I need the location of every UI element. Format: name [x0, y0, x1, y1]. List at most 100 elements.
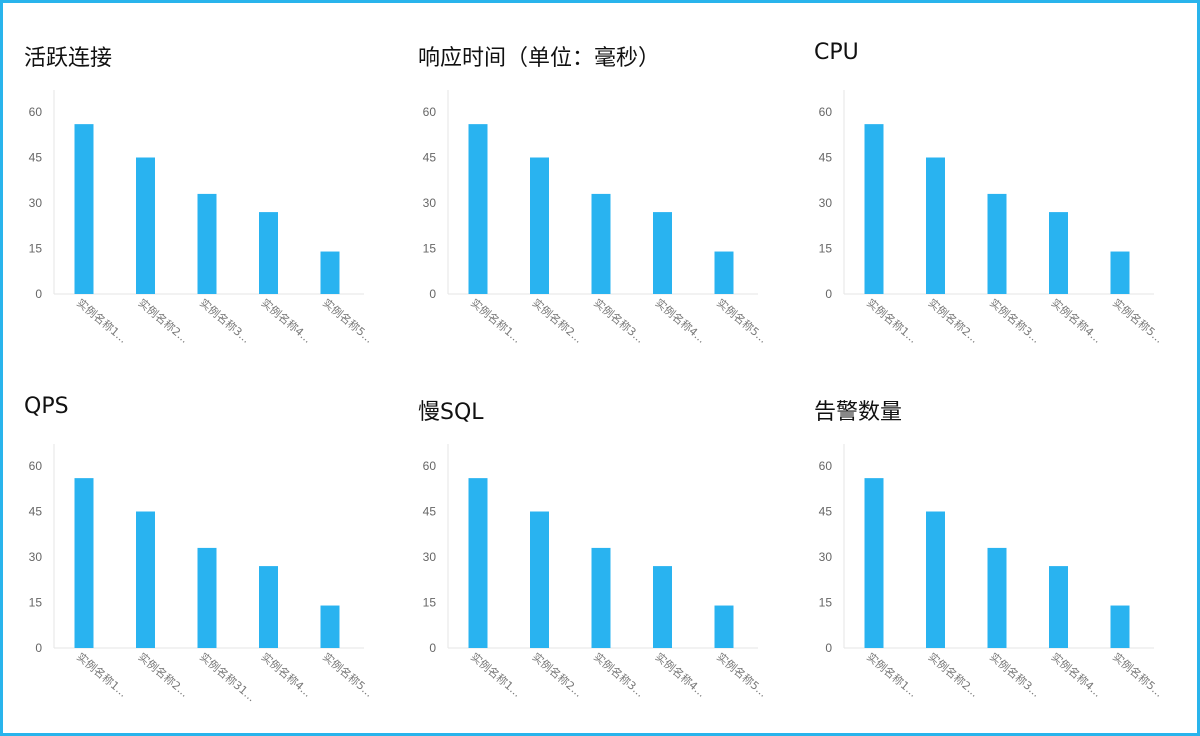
- y-tick-label: 30: [819, 196, 833, 210]
- y-tick-label: 15: [819, 596, 833, 610]
- bar: [1049, 212, 1068, 294]
- y-tick-label: 0: [825, 641, 832, 655]
- x-tick-label: 实例名称5...: [1110, 650, 1166, 700]
- chart-title: 活跃连接: [24, 46, 113, 71]
- bar-chart: 0 15 30 45 60 实例名称1... 实例名称2... 实例名称31... 实例名称4.…: [29, 444, 376, 705]
- bar: [530, 157, 549, 294]
- chart-title: 响应时间（单位：毫秒）: [418, 46, 661, 71]
- x-tick-label: 实例名称2...: [926, 296, 982, 346]
- x-tick-label: 实例名称1...: [74, 296, 130, 346]
- y-tick-label: 60: [423, 105, 437, 119]
- x-tick-label: 实例名称3...: [987, 650, 1043, 700]
- bar: [1110, 605, 1130, 648]
- bar: [530, 511, 549, 648]
- y-tick-label: 0: [825, 287, 832, 301]
- chart-panel-cpu: CPU 0 15 30 45 60 实例名称1... 实例名称2... 实例名称3... 实例名…: [814, 40, 1174, 360]
- y-tick-label: 15: [423, 596, 437, 610]
- y-tick-label: 30: [819, 550, 833, 564]
- x-tick-label: 实例名称3...: [591, 650, 647, 700]
- chart-title: 告警数量: [814, 400, 903, 425]
- x-tick-label: 实例名称4...: [653, 650, 709, 700]
- bar-chart: 0 15 30 45 60 实例名称1... 实例名称2... 实例名称3... 实例名称4..…: [423, 444, 770, 700]
- bar: [987, 193, 1007, 294]
- y-tick-label: 60: [819, 105, 833, 119]
- y-tick-label: 45: [819, 505, 833, 519]
- bar: [74, 478, 94, 648]
- y-tick-label: 60: [29, 459, 43, 473]
- x-tick-label: 实例名称4...: [259, 650, 315, 700]
- bar: [468, 478, 488, 648]
- x-tick-label: 实例名称2...: [530, 296, 586, 346]
- y-tick-label: 0: [35, 641, 42, 655]
- y-tick-label: 45: [29, 505, 43, 519]
- bar: [74, 124, 94, 294]
- bar: [320, 605, 340, 648]
- bar: [864, 124, 884, 294]
- x-tick-label: 实例名称5...: [320, 296, 376, 346]
- bar: [1049, 566, 1068, 648]
- x-tick-label: 实例名称1...: [468, 650, 524, 700]
- x-tick-label: 实例名称4...: [1049, 650, 1105, 700]
- bar: [197, 547, 217, 648]
- x-tick-label: 实例名称31...: [197, 650, 258, 705]
- bar: [926, 511, 945, 648]
- chart-panel-active-connections: 活跃连接 0 15 30 45 60 实例名称1... 实例名称2... 实例名称3... 实例…: [24, 40, 384, 360]
- bar: [864, 478, 884, 648]
- x-tick-label: 实例名称4...: [259, 296, 315, 346]
- bar: [653, 212, 672, 294]
- x-tick-label: 实例名称3...: [987, 296, 1043, 346]
- x-tick-label: 实例名称5...: [1110, 296, 1166, 346]
- chart-panel-slow-sql: 慢SQL 0 15 30 45 60 实例名称1... 实例名称2... 实例名称3... 实例…: [418, 394, 778, 714]
- chart-panel-response-time: 响应时间（单位：毫秒） 0 15 30 45 60 实例名称1... 实例名称2... 实例名…: [418, 40, 778, 360]
- x-tick-label: 实例名称4...: [1049, 296, 1105, 346]
- x-tick-label: 实例名称2...: [136, 650, 192, 700]
- y-tick-label: 45: [423, 151, 437, 165]
- bar: [926, 157, 945, 294]
- x-tick-label: 实例名称5...: [714, 296, 770, 346]
- y-tick-label: 60: [29, 105, 43, 119]
- x-tick-label: 实例名称2...: [530, 650, 586, 700]
- x-tick-label: 实例名称1...: [864, 650, 920, 700]
- bar: [259, 566, 278, 648]
- bar-chart: 0 15 30 45 60 实例名称1... 实例名称2... 实例名称3... 实例名称4..…: [423, 90, 770, 346]
- x-tick-label: 实例名称4...: [653, 296, 709, 346]
- bar: [714, 251, 734, 294]
- x-tick-label: 实例名称5...: [714, 650, 770, 700]
- bar: [714, 605, 734, 648]
- bar: [591, 193, 611, 294]
- x-tick-label: 实例名称5...: [320, 650, 376, 700]
- x-tick-label: 实例名称1...: [74, 650, 130, 700]
- x-tick-label: 实例名称2...: [136, 296, 192, 346]
- x-tick-label: 实例名称3...: [591, 296, 647, 346]
- bar: [468, 124, 488, 294]
- chart-title: CPU: [814, 40, 859, 65]
- bar: [1110, 251, 1130, 294]
- bar: [136, 511, 155, 648]
- y-tick-label: 15: [423, 242, 437, 256]
- bar-chart: 0 15 30 45 60 实例名称1... 实例名称2... 实例名称3... 实例名称4..…: [819, 90, 1166, 346]
- bar: [259, 212, 278, 294]
- bar-chart: 0 15 30 45 60 实例名称1... 实例名称2... 实例名称3... 实例名称4..…: [819, 444, 1166, 700]
- chart-title: QPS: [24, 394, 69, 419]
- y-tick-label: 45: [29, 151, 43, 165]
- x-tick-label: 实例名称2...: [926, 650, 982, 700]
- chart-title: 慢SQL: [418, 400, 484, 425]
- x-tick-label: 实例名称1...: [864, 296, 920, 346]
- y-tick-label: 60: [423, 459, 437, 473]
- bar-chart: 0 15 30 45 60 实例名称1... 实例名称2... 实例名称3... 实例名称4..…: [29, 90, 376, 346]
- x-tick-label: 实例名称3...: [197, 296, 253, 346]
- bar: [320, 251, 340, 294]
- y-tick-label: 30: [29, 196, 43, 210]
- chart-panel-qps: QPS 0 15 30 45 60 实例名称1... 实例名称2... 实例名称31... 实例…: [24, 394, 384, 714]
- bar: [653, 566, 672, 648]
- bar: [591, 547, 611, 648]
- y-tick-label: 45: [423, 505, 437, 519]
- chart-panel-alert-count: 告警数量 0 15 30 45 60 实例名称1... 实例名称2... 实例名称3... 实例…: [814, 394, 1174, 714]
- y-tick-label: 60: [819, 459, 833, 473]
- y-tick-label: 0: [429, 641, 436, 655]
- y-tick-label: 0: [35, 287, 42, 301]
- y-tick-label: 15: [29, 242, 43, 256]
- bar: [987, 547, 1007, 648]
- bar: [136, 157, 155, 294]
